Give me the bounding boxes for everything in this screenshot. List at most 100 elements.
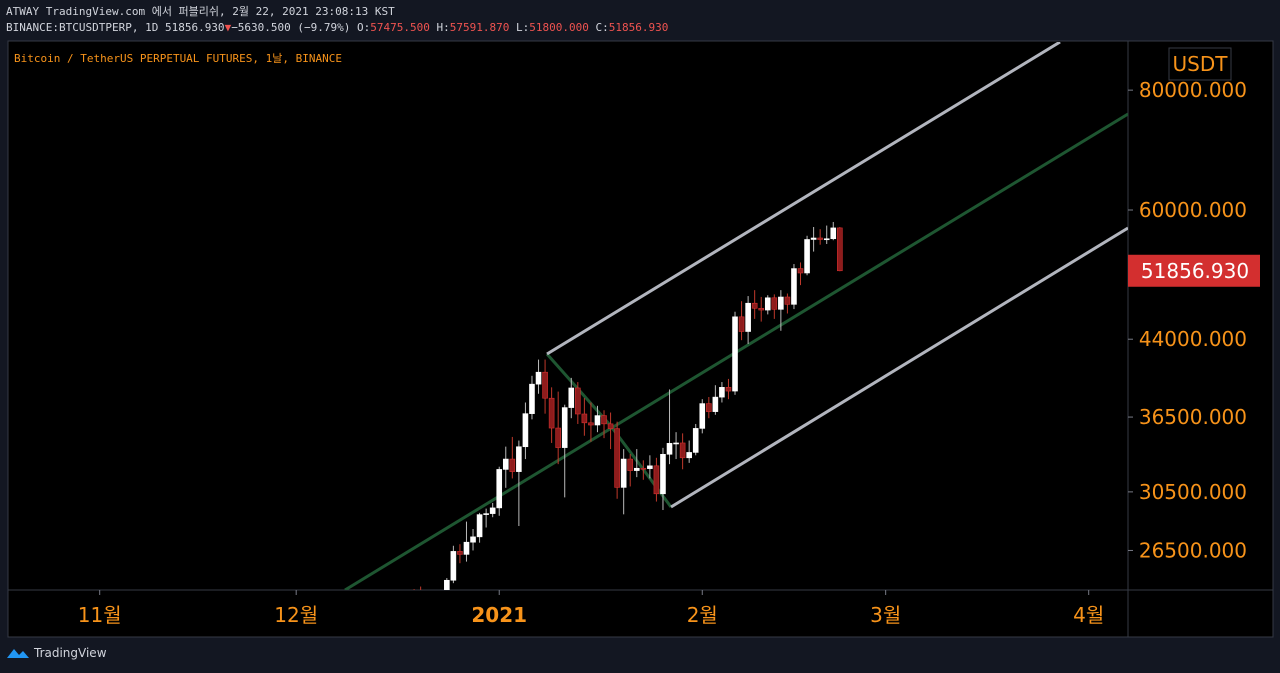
candle-body — [686, 452, 692, 459]
candle-body — [764, 297, 771, 311]
candle-body — [745, 302, 751, 332]
candle-body — [791, 268, 797, 305]
header-line: ATWAY TradingView.com 에서 퍼블리쉬, 2월 22, 20… — [6, 5, 395, 18]
candle-body — [568, 387, 575, 408]
l-label: L: — [516, 21, 530, 34]
logo — [7, 649, 29, 658]
candle-body — [830, 227, 837, 240]
candle-body — [699, 403, 706, 429]
h-value: 57591.870 — [449, 21, 510, 34]
channel-lower — [670, 226, 1128, 509]
candle-body — [620, 458, 627, 488]
candle-body — [516, 446, 522, 472]
y-tick-label: 44000.000 — [1139, 327, 1247, 351]
candle-body — [706, 403, 712, 412]
candle-body — [627, 458, 634, 471]
c-label: C: — [595, 21, 609, 34]
candle-body — [496, 469, 503, 509]
candle-body — [444, 579, 450, 590]
candle-body — [758, 307, 765, 311]
candle-body — [470, 536, 476, 543]
candle-body — [712, 396, 719, 412]
last-price-label: 51856.930 — [1141, 259, 1249, 283]
header: ATWAY TradingView.com 에서 퍼블리쉬, 2월 22, 20… — [6, 4, 668, 36]
y-tick-label: 36500.000 — [1139, 405, 1247, 429]
candle-body — [784, 296, 791, 305]
chart-pane — [7, 40, 1274, 638]
candle-body — [692, 428, 699, 453]
unit-label: USDT — [1173, 52, 1229, 76]
c-value: 51856.930 — [608, 21, 669, 34]
y-tick-label: 26500.000 — [1139, 538, 1247, 562]
x-tick-label: 11월 — [78, 603, 122, 627]
x-tick-label: 2월 — [687, 603, 718, 627]
y-tick-label: 80000.000 — [1139, 78, 1247, 102]
candle-body — [483, 513, 489, 515]
candle-body — [810, 237, 817, 240]
brand: TradingView — [34, 646, 107, 660]
candle-body — [673, 442, 679, 445]
candle-body — [476, 514, 483, 538]
candle-body — [653, 465, 660, 495]
candle-body — [594, 415, 601, 426]
candle-body — [679, 442, 686, 459]
candle-body — [575, 387, 581, 415]
candle-body — [633, 467, 640, 471]
candle-body — [732, 316, 738, 392]
candle-body — [601, 415, 607, 425]
candle-body — [837, 227, 843, 272]
x-tick-label: 2021 — [471, 603, 527, 627]
candle-body — [555, 427, 561, 448]
candle-body — [771, 297, 778, 310]
candle-body — [581, 413, 588, 424]
symbol: BINANCE:BTCUSDTPERP, 1D — [6, 21, 159, 34]
last: 51856.930 — [164, 21, 225, 34]
candle-body — [489, 507, 496, 514]
candle-body — [778, 296, 784, 310]
l-value: 51800.000 — [529, 21, 589, 34]
o-label: O: — [357, 21, 371, 34]
candle-body — [607, 423, 614, 429]
candle-body — [719, 387, 725, 398]
candle-body — [660, 453, 666, 495]
candle-body — [509, 458, 516, 472]
candle-body — [725, 387, 732, 392]
change: −5630.500 (−9.79%) — [231, 21, 351, 34]
channel-upper — [546, 42, 1061, 356]
candle-body — [614, 428, 620, 488]
candle-body — [457, 551, 463, 555]
candle-body — [463, 541, 470, 555]
candle-body — [588, 422, 594, 426]
candle-body — [823, 238, 830, 241]
candle-body — [640, 467, 647, 470]
candle-body — [666, 443, 673, 455]
y-tick-label: 60000.000 — [1139, 198, 1247, 222]
footer: TradingView — [6, 646, 107, 660]
o-value: 57475.500 — [370, 21, 430, 34]
x-tick-label: 12월 — [274, 603, 318, 627]
last-price-tag — [1128, 254, 1260, 287]
chart-title: Bitcoin / TetherUS PERPETUAL FUTURES, 1날… — [14, 52, 342, 65]
plot — [344, 42, 1128, 590]
unit-box — [1168, 47, 1232, 81]
candle-body — [542, 371, 548, 399]
candle-body — [450, 551, 457, 581]
candle-body — [535, 371, 542, 385]
candle-body — [817, 237, 823, 240]
h-label: H: — [436, 21, 450, 34]
x-tick-label: 3월 — [870, 603, 901, 627]
candle-body — [502, 458, 509, 470]
candle-body — [522, 413, 529, 448]
candle-body — [804, 239, 810, 274]
candle-body — [548, 397, 555, 429]
candle-body — [797, 268, 804, 274]
down-arrow: ▼ — [224, 21, 232, 34]
candle-body — [751, 302, 758, 309]
candle-body — [561, 407, 568, 448]
y-tick-label: 30500.000 — [1139, 480, 1247, 504]
candle-body — [647, 465, 653, 469]
candle-body — [529, 383, 535, 414]
candle-body — [738, 316, 745, 332]
